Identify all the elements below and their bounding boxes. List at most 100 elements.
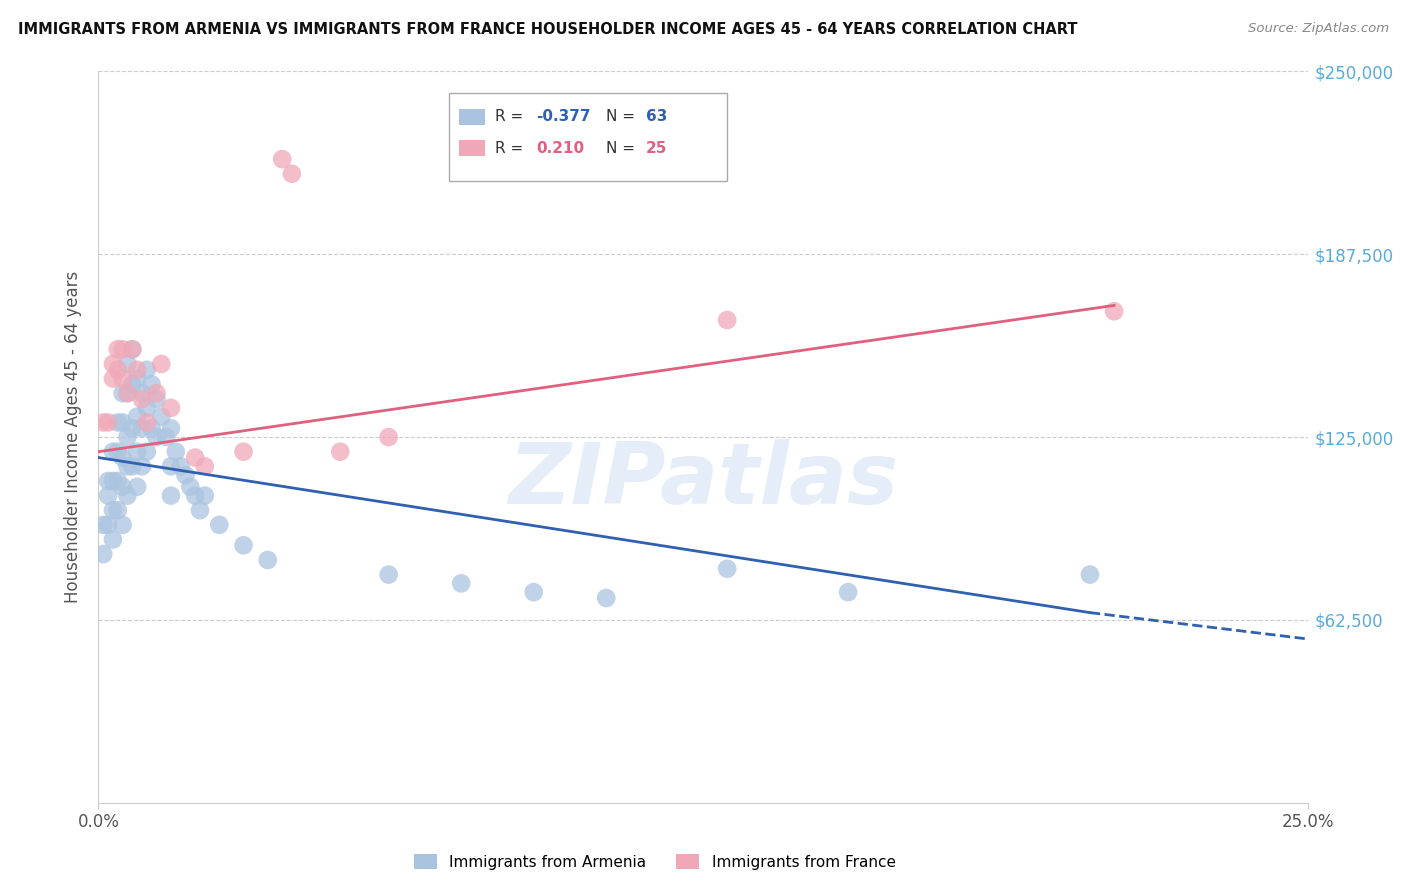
Point xyxy=(117,386,139,401)
Point xyxy=(141,377,163,392)
Point xyxy=(271,152,294,166)
Point xyxy=(111,480,134,494)
Point xyxy=(131,459,153,474)
Point xyxy=(101,444,124,458)
Point xyxy=(595,591,617,605)
Point xyxy=(121,343,143,357)
Point xyxy=(111,371,134,385)
Point xyxy=(377,567,399,582)
Point xyxy=(131,386,153,401)
Point xyxy=(107,474,129,488)
Point xyxy=(111,386,134,401)
Point xyxy=(141,421,163,435)
Point xyxy=(135,363,157,377)
Point xyxy=(208,517,231,532)
Point xyxy=(127,480,149,494)
Point xyxy=(174,468,197,483)
Text: -0.377: -0.377 xyxy=(536,109,591,124)
Point xyxy=(165,444,187,458)
Point xyxy=(716,562,738,576)
Point xyxy=(101,357,124,371)
Point xyxy=(184,489,207,503)
Point xyxy=(131,421,153,435)
Point xyxy=(184,450,207,465)
Point xyxy=(101,371,124,385)
Point xyxy=(121,421,143,435)
Point xyxy=(160,459,183,474)
Point xyxy=(523,585,546,599)
Point xyxy=(135,401,157,415)
Point xyxy=(111,517,134,532)
Point xyxy=(111,343,134,357)
Text: 63: 63 xyxy=(647,109,668,124)
Point xyxy=(150,409,173,424)
Point xyxy=(145,430,167,444)
Point xyxy=(117,357,139,371)
Point xyxy=(107,444,129,458)
Text: Source: ZipAtlas.com: Source: ZipAtlas.com xyxy=(1249,22,1389,36)
Point xyxy=(716,313,738,327)
Point xyxy=(256,553,278,567)
Point xyxy=(91,547,114,561)
Point xyxy=(97,474,120,488)
Point xyxy=(232,444,254,458)
Point xyxy=(169,459,191,474)
Point xyxy=(329,444,352,458)
Point xyxy=(450,576,472,591)
Point xyxy=(145,386,167,401)
Bar xyxy=(458,109,485,125)
Point xyxy=(135,444,157,458)
Y-axis label: Householder Income Ages 45 - 64 years: Householder Income Ages 45 - 64 years xyxy=(65,271,83,603)
Text: R =: R = xyxy=(495,141,529,156)
Point xyxy=(155,430,177,444)
Point xyxy=(117,386,139,401)
Point xyxy=(194,459,217,474)
Point xyxy=(281,167,304,181)
Point xyxy=(837,585,859,599)
Point xyxy=(150,357,173,371)
Point xyxy=(377,430,399,444)
Point xyxy=(121,459,143,474)
Text: IMMIGRANTS FROM ARMENIA VS IMMIGRANTS FROM FRANCE HOUSEHOLDER INCOME AGES 45 - 6: IMMIGRANTS FROM ARMENIA VS IMMIGRANTS FR… xyxy=(18,22,1078,37)
Point xyxy=(127,363,149,377)
Text: 0.210: 0.210 xyxy=(536,141,585,156)
Point xyxy=(91,517,114,532)
Point xyxy=(127,371,149,385)
Point xyxy=(160,401,183,415)
Point xyxy=(160,489,183,503)
Bar xyxy=(458,140,485,156)
Point xyxy=(97,517,120,532)
Point xyxy=(194,489,217,503)
Point xyxy=(188,503,211,517)
Point xyxy=(107,363,129,377)
Point xyxy=(1078,567,1101,582)
Point xyxy=(107,416,129,430)
Point xyxy=(121,377,143,392)
Point xyxy=(160,421,183,435)
Text: 25: 25 xyxy=(647,141,668,156)
Point xyxy=(101,533,124,547)
Point xyxy=(91,416,114,430)
Text: N =: N = xyxy=(606,109,640,124)
Point xyxy=(117,430,139,444)
Point xyxy=(101,503,124,517)
Point xyxy=(107,343,129,357)
Point xyxy=(107,503,129,517)
Point xyxy=(111,450,134,465)
Point xyxy=(117,459,139,474)
Text: N =: N = xyxy=(606,141,640,156)
Point xyxy=(117,489,139,503)
Point xyxy=(1102,304,1125,318)
Legend: Immigrants from Armenia, Immigrants from France: Immigrants from Armenia, Immigrants from… xyxy=(408,847,901,876)
Point xyxy=(135,416,157,430)
Point xyxy=(127,409,149,424)
Point xyxy=(179,480,201,494)
FancyBboxPatch shape xyxy=(449,94,727,181)
Point xyxy=(121,343,143,357)
Point xyxy=(127,444,149,458)
Point xyxy=(232,538,254,552)
Text: ZIPatlas: ZIPatlas xyxy=(508,440,898,523)
Point xyxy=(97,416,120,430)
Point xyxy=(131,392,153,406)
Point xyxy=(111,416,134,430)
